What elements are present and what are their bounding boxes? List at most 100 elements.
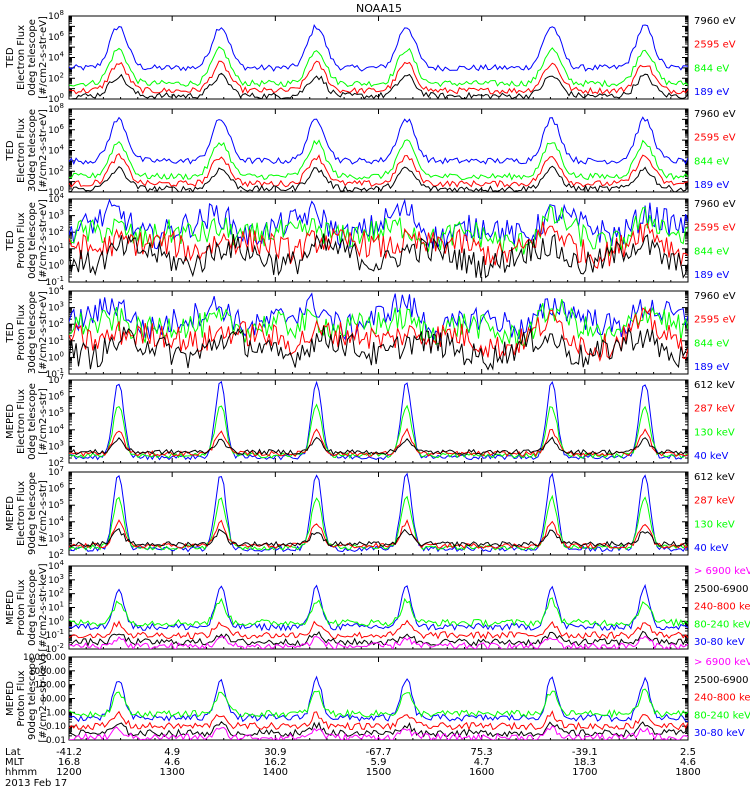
y-axis-label: MEPED bbox=[5, 590, 16, 625]
series-line bbox=[69, 380, 688, 461]
series-line bbox=[69, 72, 688, 99]
y-tick-label: 103 bbox=[48, 209, 64, 222]
series-line bbox=[69, 325, 688, 371]
series-group bbox=[69, 199, 688, 279]
legend-entry: 189 eV bbox=[694, 362, 729, 373]
y-tick-label: 105 bbox=[48, 498, 64, 511]
series-line bbox=[69, 60, 688, 95]
x-tick-mlt: 4.7 bbox=[474, 757, 490, 768]
series-line bbox=[69, 519, 688, 550]
x-tick-lat: -41.2 bbox=[56, 747, 82, 758]
y-axis-label: [#/cm2-s-str-eV] bbox=[38, 16, 49, 99]
series-group bbox=[69, 472, 688, 553]
y-axis-label: TED bbox=[5, 47, 16, 68]
y-tick-label: 106 bbox=[48, 123, 64, 136]
series-line bbox=[69, 204, 688, 257]
series-line bbox=[69, 403, 688, 459]
y-axis-label: MEPED bbox=[5, 496, 16, 531]
series-line bbox=[69, 688, 688, 719]
x-tick-mlt: 18.3 bbox=[574, 757, 596, 768]
y-axis-label: 0deg telescope bbox=[27, 202, 38, 279]
series-line bbox=[69, 165, 688, 192]
series-group bbox=[69, 116, 688, 192]
series-line bbox=[69, 23, 688, 72]
y-axis-label: 30deg telescope bbox=[27, 291, 38, 374]
y-axis-label: Proton Flux bbox=[16, 579, 27, 635]
x-tick-lat: -39.1 bbox=[572, 747, 598, 758]
x-row-label: MLT bbox=[5, 757, 25, 768]
series-line bbox=[69, 597, 688, 628]
legend-entry: 7960 eV bbox=[694, 199, 736, 210]
x-tick-hhmm: 1300 bbox=[159, 767, 184, 778]
legend-entry: 80-240 keV bbox=[694, 710, 750, 721]
y-tick-label: 100 bbox=[48, 350, 64, 363]
y-tick-label: 106 bbox=[48, 390, 64, 403]
legend-entry: 30-80 keV bbox=[694, 728, 745, 739]
y-tick-label: 103 bbox=[48, 301, 64, 314]
y-tick-label: 104 bbox=[48, 51, 64, 64]
legend-entry: 189 eV bbox=[694, 87, 729, 98]
y-axis-label: 30deg telescope bbox=[27, 109, 38, 192]
y-tick-label: 106 bbox=[48, 482, 64, 495]
y-tick-label: 102 bbox=[48, 225, 64, 238]
chart-title: NOAA15 bbox=[356, 2, 402, 15]
y-axis-label: [#/cm2-s-str-eV] bbox=[38, 291, 49, 374]
series-line bbox=[69, 233, 688, 279]
y-tick-label: 100.00 bbox=[35, 681, 67, 691]
series-group bbox=[69, 23, 688, 99]
legend-entry: 2595 eV bbox=[694, 223, 736, 234]
y-axis-label: [#/cm2-s-str] bbox=[38, 480, 49, 547]
panel-frame bbox=[68, 656, 689, 741]
series-group bbox=[69, 583, 688, 649]
legend-entry: 2595 eV bbox=[694, 40, 736, 51]
series-line bbox=[69, 427, 688, 458]
legend-entry: 80-240 keV bbox=[694, 619, 750, 630]
x-tick-hhmm: 1600 bbox=[469, 767, 494, 778]
y-axis-label: [#/cm2-s-str-eV] bbox=[38, 199, 49, 282]
legend-entry: 2595 eV bbox=[694, 315, 736, 326]
x-tick-hhmm: 1700 bbox=[572, 767, 597, 778]
y-tick-label: 101 bbox=[48, 334, 64, 347]
panel-frame bbox=[68, 379, 689, 464]
y-axis-label: 0deg telescope bbox=[27, 19, 38, 96]
x-row-label: Lat bbox=[5, 747, 21, 758]
y-tick-label: 1.00 bbox=[46, 708, 66, 718]
y-axis-label: TED bbox=[5, 230, 16, 251]
y-tick-label: 100 bbox=[48, 614, 64, 627]
legend-entry: 40 keV bbox=[694, 543, 728, 554]
legend-entry: 240-800 keV bbox=[694, 693, 750, 704]
legend-entry: 189 eV bbox=[694, 270, 729, 281]
y-axis-label: [#/cm2-s-str] bbox=[38, 388, 49, 455]
x-tick-mlt: 4.6 bbox=[680, 757, 696, 768]
x-tick-mlt: 4.6 bbox=[164, 757, 180, 768]
series-line bbox=[69, 721, 688, 738]
y-axis-label: MEPED bbox=[5, 681, 16, 716]
x-tick-lat: 75.3 bbox=[471, 747, 493, 758]
x-tick-hhmm: 1500 bbox=[366, 767, 391, 778]
series-line bbox=[69, 221, 688, 269]
panel-8: 0.01 0.10 1.00 10.00 100.00 1000.00 10000.00 ME… bbox=[5, 653, 750, 746]
series-line bbox=[69, 725, 688, 740]
legend-entry: 844 eV bbox=[694, 338, 729, 349]
series-line bbox=[69, 139, 688, 181]
legend-entry: 287 keV bbox=[694, 496, 735, 507]
x-tick-mlt: 5.9 bbox=[371, 757, 387, 768]
y-axis-label: Proton Flux bbox=[16, 304, 27, 360]
legend-entry: 287 keV bbox=[694, 404, 735, 415]
x-tick-mlt: 16.2 bbox=[264, 757, 286, 768]
y-tick-label: 0.10 bbox=[46, 722, 66, 732]
y-axis-label: TED bbox=[5, 322, 16, 343]
y-axis-label: [#/cm2-s-str-keV] bbox=[38, 654, 49, 742]
series-line bbox=[69, 472, 688, 553]
y-tick-label: 103 bbox=[48, 439, 64, 452]
y-tick-label: 101 bbox=[48, 242, 64, 255]
y-tick-label: 101 bbox=[48, 601, 64, 614]
series-line bbox=[69, 583, 688, 632]
y-axis-label: 0deg telescope bbox=[27, 383, 38, 460]
panel-frame bbox=[68, 15, 689, 100]
legend-entry: 30-80 keV bbox=[694, 637, 745, 648]
